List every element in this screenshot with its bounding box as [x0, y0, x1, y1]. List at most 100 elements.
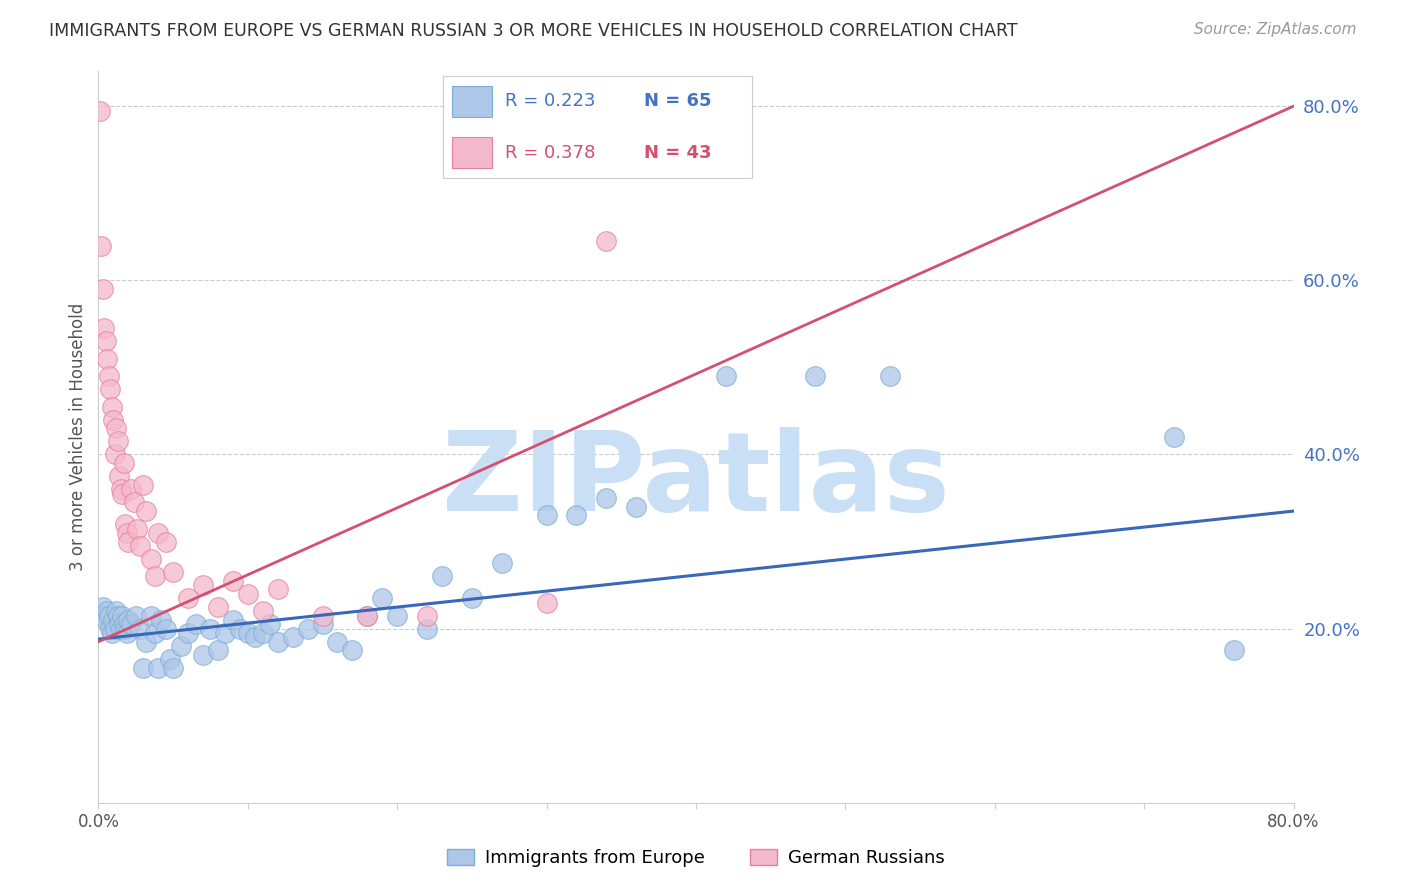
Point — [259, 617, 281, 632]
Text: ZIPatlas: ZIPatlas — [441, 427, 950, 534]
Bar — [453, 87, 492, 117]
Point — [132, 661, 155, 675]
Point — [96, 351, 118, 366]
Point — [326, 634, 349, 648]
Point — [371, 591, 394, 606]
Point — [115, 626, 138, 640]
Point — [416, 622, 439, 636]
Point — [162, 565, 184, 579]
Point — [112, 617, 135, 632]
Text: R = 0.223: R = 0.223 — [505, 93, 595, 111]
Point — [148, 661, 170, 675]
Point — [356, 608, 378, 623]
Point — [191, 648, 214, 662]
Point — [311, 617, 333, 632]
Point — [89, 103, 111, 118]
Point — [94, 613, 117, 627]
Point — [120, 483, 142, 497]
Point — [104, 622, 127, 636]
Point — [229, 622, 252, 636]
Point — [97, 369, 120, 384]
Point — [461, 591, 484, 606]
Point — [184, 617, 207, 632]
Point — [177, 626, 200, 640]
Point — [200, 622, 222, 636]
Point — [356, 608, 378, 623]
Point — [90, 238, 112, 252]
Point — [626, 500, 648, 514]
Point — [191, 578, 214, 592]
Point — [714, 369, 737, 384]
Point — [117, 534, 139, 549]
Point — [148, 525, 170, 540]
Point — [430, 569, 453, 583]
Text: IMMIGRANTS FROM EUROPE VS GERMAN RUSSIAN 3 OR MORE VEHICLES IN HOUSEHOLD CORRELA: IMMIGRANTS FROM EUROPE VS GERMAN RUSSIAN… — [49, 22, 1018, 40]
Point — [155, 622, 177, 636]
Point — [135, 504, 157, 518]
Point — [93, 321, 115, 335]
Point — [139, 608, 162, 623]
Point — [98, 382, 122, 396]
Point — [91, 282, 114, 296]
Point — [105, 604, 128, 618]
Point — [101, 626, 124, 640]
Point — [125, 608, 148, 623]
Point — [297, 622, 319, 636]
Point — [311, 608, 333, 623]
Bar — [453, 137, 492, 168]
Point — [159, 652, 181, 666]
Point — [595, 491, 617, 505]
Text: N = 43: N = 43 — [644, 144, 711, 161]
Point — [267, 634, 290, 648]
Point — [91, 599, 114, 614]
Point — [112, 456, 135, 470]
Point — [103, 613, 125, 627]
Point — [110, 483, 132, 497]
Point — [236, 587, 259, 601]
Point — [107, 608, 129, 623]
Point — [207, 599, 229, 614]
Point — [129, 539, 152, 553]
Point — [385, 608, 409, 623]
Text: Source: ZipAtlas.com: Source: ZipAtlas.com — [1194, 22, 1357, 37]
Point — [236, 626, 259, 640]
Point — [96, 604, 118, 618]
Point — [595, 234, 617, 248]
Y-axis label: 3 or more Vehicles in Household: 3 or more Vehicles in Household — [69, 303, 87, 571]
Point — [536, 595, 558, 609]
Point — [222, 613, 245, 627]
Point — [143, 626, 166, 640]
Point — [108, 617, 131, 632]
Point — [93, 608, 115, 623]
Point — [139, 552, 162, 566]
Point — [104, 448, 127, 462]
Point — [245, 631, 267, 645]
Point — [1163, 430, 1185, 444]
Point — [94, 334, 117, 349]
Point — [111, 486, 134, 500]
Point — [169, 639, 191, 653]
Point — [124, 495, 146, 509]
Point — [207, 643, 229, 657]
Point — [222, 574, 245, 588]
Text: R = 0.378: R = 0.378 — [505, 144, 595, 161]
Point — [155, 534, 177, 549]
Point — [565, 508, 588, 523]
Point — [129, 622, 152, 636]
Point — [879, 369, 901, 384]
Point — [804, 369, 827, 384]
Point — [536, 508, 558, 523]
Point — [1223, 643, 1246, 657]
Point — [342, 643, 364, 657]
Point — [101, 400, 124, 414]
Point — [143, 569, 166, 583]
Point — [120, 617, 142, 632]
Point — [267, 582, 290, 597]
Legend: Immigrants from Europe, German Russians: Immigrants from Europe, German Russians — [440, 841, 952, 874]
Point — [127, 521, 149, 535]
Point — [103, 412, 125, 426]
Point — [115, 525, 138, 540]
Text: N = 65: N = 65 — [644, 93, 711, 111]
Point — [117, 613, 139, 627]
Point — [107, 434, 129, 449]
